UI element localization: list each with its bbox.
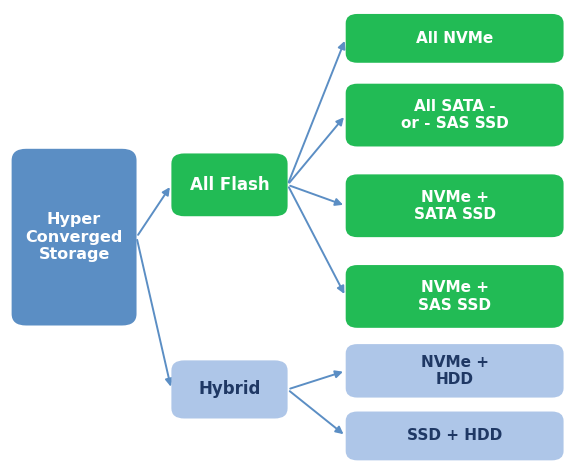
FancyBboxPatch shape [12,149,137,326]
FancyBboxPatch shape [171,153,288,216]
FancyBboxPatch shape [346,344,564,398]
FancyBboxPatch shape [346,412,564,460]
FancyBboxPatch shape [171,360,288,418]
Text: Hyper
Converged
Storage: Hyper Converged Storage [26,212,123,262]
Text: All NVMe: All NVMe [416,31,493,46]
FancyBboxPatch shape [346,174,564,237]
FancyBboxPatch shape [346,265,564,328]
FancyBboxPatch shape [346,14,564,63]
Text: All SATA -
or - SAS SSD: All SATA - or - SAS SSD [401,99,508,131]
Text: All Flash: All Flash [189,176,270,194]
Text: NVMe +
HDD: NVMe + HDD [421,355,489,387]
Text: Hybrid: Hybrid [198,380,261,399]
Text: SSD + HDD: SSD + HDD [407,428,502,444]
FancyBboxPatch shape [346,84,564,146]
Text: NVMe +
SATA SSD: NVMe + SATA SSD [414,190,496,222]
Text: NVMe +
SAS SSD: NVMe + SAS SSD [418,280,491,312]
